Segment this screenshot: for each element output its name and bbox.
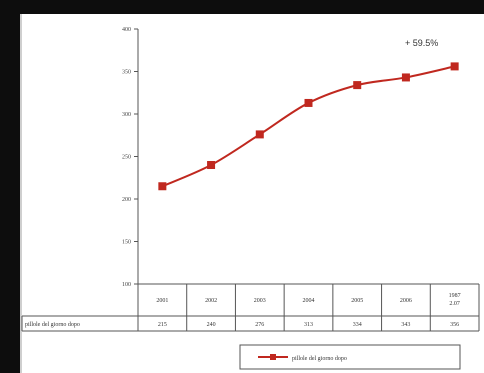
y-tick-label: 350 bbox=[122, 70, 131, 76]
y-axis-ticks: 100 150 200 250 300 350 400 bbox=[122, 27, 138, 288]
data-point bbox=[450, 62, 459, 71]
y-tick-label: 150 bbox=[122, 240, 131, 246]
table-value: 240 bbox=[207, 322, 216, 328]
table-row-label: pillole del giorno dopo bbox=[25, 322, 80, 328]
category-label-line: 1987 bbox=[449, 293, 461, 299]
table-value: 343 bbox=[401, 322, 410, 328]
legend: pillole del giorno dopo bbox=[239, 344, 461, 370]
category-label: 2004 bbox=[303, 298, 315, 304]
table-value: 334 bbox=[353, 322, 362, 328]
data-point bbox=[304, 98, 313, 107]
table-value: 356 bbox=[450, 322, 459, 328]
data-point bbox=[353, 81, 362, 90]
series-points bbox=[158, 62, 459, 191]
table-value: 276 bbox=[255, 322, 264, 328]
category-label: 2003 bbox=[254, 298, 266, 304]
category-label: 2002 bbox=[205, 298, 217, 304]
legend-marker bbox=[270, 354, 276, 360]
legend-label: pillole del giorno dopo bbox=[292, 356, 347, 362]
y-tick-label: 100 bbox=[122, 282, 131, 288]
table-value: 215 bbox=[158, 322, 167, 328]
data-point bbox=[255, 130, 264, 139]
series-line bbox=[161, 65, 455, 188]
data-point bbox=[158, 182, 167, 191]
data-point bbox=[207, 161, 216, 169]
y-tick-label: 200 bbox=[122, 197, 131, 203]
category-label: 2005 bbox=[351, 298, 363, 304]
y-tick-label: 400 bbox=[122, 27, 131, 33]
category-label-line: 2.07 bbox=[449, 301, 460, 307]
y-tick-label: 300 bbox=[122, 112, 131, 118]
category-label: 2006 bbox=[400, 298, 412, 304]
y-tick-label: 250 bbox=[122, 155, 131, 161]
category-label: 2001 bbox=[156, 298, 168, 304]
data-table: 2001 215 2002 240 2003 276 2004 313 2005 334 2006 3… bbox=[21, 283, 480, 332]
growth-annotation: + 59.5% bbox=[405, 38, 438, 48]
category-label: 1987 2.07 bbox=[449, 293, 461, 307]
series-path bbox=[161, 65, 455, 188]
table-value: 313 bbox=[304, 322, 313, 328]
data-point bbox=[401, 73, 410, 82]
